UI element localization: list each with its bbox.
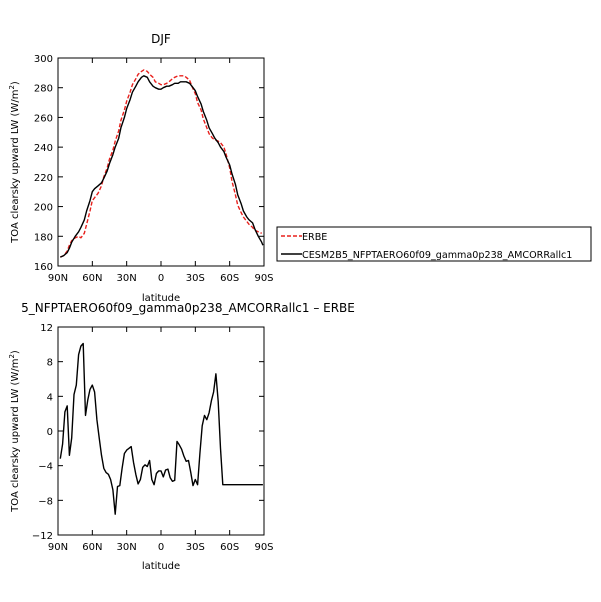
bottom-x-tick-label: 0 (158, 542, 164, 553)
top-x-tick-label: 30S (186, 273, 205, 284)
legend-cesm-label: CESM2B5_NFPTAERO60f09_gamma0p238_AMCORRa… (302, 250, 572, 261)
bottom-y-axis-label-end: ) (10, 350, 21, 354)
legend-erbe-label: ERBE (302, 232, 327, 243)
top-y-axis-label-sup: 2 (8, 85, 16, 89)
top-chart-title: DJF (151, 32, 171, 46)
bottom-x-axis-label: latitude (142, 561, 180, 572)
bottom-y-tick-label: 8 (47, 358, 53, 369)
top-y-axis-label-end: ) (10, 81, 21, 85)
top-y-tick-label: 220 (34, 173, 53, 184)
bottom-y-tick-label: 12 (40, 323, 53, 334)
top-series-line-1 (60, 75, 264, 258)
top-y-axis-label-main: TOA clearsky upward LW (W/m (10, 90, 21, 244)
bottom-y-tick-label: 4 (47, 392, 53, 403)
top-x-tick-label: 30N (117, 273, 137, 284)
top-x-tick-label: 90N (48, 273, 68, 284)
top-series-group (60, 69, 264, 258)
bottom-y-tick-label: −4 (38, 462, 53, 473)
top-x-tick-label: 90S (254, 273, 273, 284)
top-y-tick-label: 180 (34, 232, 53, 243)
bottom-series-line-0 (59, 342, 263, 515)
bottom-plot-frame (57, 326, 265, 536)
bottom-x-tick-label: 90N (48, 542, 68, 553)
bottom-x-tick-label: 60S (220, 542, 239, 553)
bottom-y-tick-label: −8 (38, 496, 53, 507)
top-x-axis-label: latitude (142, 293, 180, 304)
legend: ERBE CESM2B5_NFPTAERO60f09_gamma0p238_AM… (276, 226, 592, 262)
top-y-tick-label: 260 (34, 113, 53, 124)
top-x-axis: 90N 60N 30N 0 30S 60S 90S (48, 58, 274, 284)
bottom-y-tick-label: 0 (47, 427, 53, 438)
bottom-chart: 5_NFPTAERO60f09_gamma0p238_AMCORRallc1 –… (8, 301, 355, 572)
top-x-tick-label: 60N (82, 273, 102, 284)
legend-box (276, 226, 592, 262)
bottom-y-tick-label: −12 (32, 531, 53, 542)
top-y-tick-label: 160 (34, 262, 53, 273)
top-y-tick-label: 200 (34, 203, 53, 214)
bottom-chart-title: 5_NFPTAERO60f09_gamma0p238_AMCORRallc1 –… (21, 301, 355, 315)
bottom-x-tick-label: 30S (186, 542, 205, 553)
top-y-tick-label: 300 (34, 54, 53, 65)
top-y-tick-label: 240 (34, 143, 53, 154)
bottom-y-axis-label-main: TOA clearsky upward LW (W/m (10, 359, 21, 513)
bottom-y-axis: −12 −8 −4 0 4 8 12 (32, 323, 264, 542)
top-series-line-0 (60, 69, 262, 258)
bottom-y-axis-label-sup: 2 (8, 354, 16, 358)
top-chart: DJF 160 180 200 220 240 260 280 300 90N 60N 30N 0 3… (8, 32, 274, 304)
bottom-x-tick-label: 30N (117, 542, 137, 553)
bottom-series-group (59, 342, 263, 515)
bottom-x-tick-label: 90S (254, 542, 273, 553)
bottom-x-axis: 90N 60N 30N 0 30S 60S 90S (48, 327, 274, 553)
bottom-x-tick-label: 60N (82, 542, 102, 553)
bottom-y-axis-label: TOA clearsky upward LW (W/m2) (8, 350, 21, 513)
top-y-tick-label: 280 (34, 84, 53, 95)
top-y-axis-label: TOA clearsky upward LW (W/m2) (8, 81, 21, 244)
top-y-axis: 160 180 200 220 240 260 280 300 (34, 54, 264, 273)
top-x-tick-label: 60S (220, 273, 239, 284)
top-x-tick-label: 0 (158, 273, 164, 284)
